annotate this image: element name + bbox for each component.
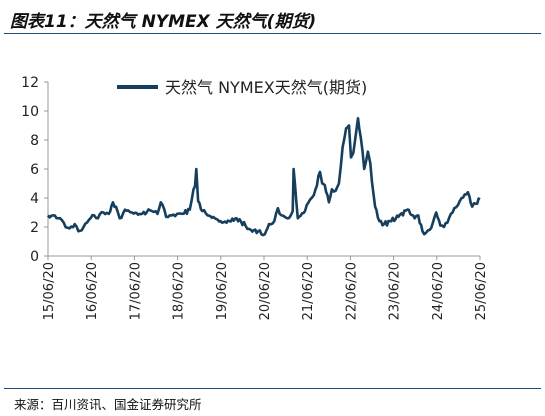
- y-tick-label: 6: [30, 162, 39, 178]
- y-tick-label: 2: [30, 220, 39, 236]
- figure-title: 图表11：天然气 NYMEX 天然气(期货): [10, 12, 317, 32]
- x-tick-label: 18/06/20: [172, 262, 187, 320]
- x-tick-label: 23/06/20: [388, 262, 403, 320]
- legend-label: 天然气 NYMEX天然气(期货): [165, 78, 367, 97]
- x-tick-label: 20/06/20: [258, 262, 273, 320]
- chart-axes: 0 2 4 6 8 10 12 15/06/20 16/06/20 17/06/20 18/06/2…: [21, 75, 489, 320]
- x-tick-label: 17/06/20: [128, 262, 143, 320]
- natural-gas-price-chart: 0 2 4 6 8 10 12 15/06/20 16/06/20 17/06/20 18/06/2…: [21, 75, 489, 320]
- series-line: [47, 117, 481, 237]
- x-tick-label: 19/06/20: [215, 262, 230, 320]
- chart-legend: 天然气 NYMEX天然气(期货): [117, 78, 367, 97]
- x-tick-label: 21/06/20: [301, 262, 316, 320]
- source-bar: 来源：百川资讯、国金证券研究所: [4, 388, 541, 415]
- y-tick-label: 12: [21, 75, 39, 91]
- chart-plot-area: [47, 117, 481, 237]
- y-tick-label: 8: [30, 133, 39, 149]
- x-tick-label: 15/06/20: [42, 262, 57, 320]
- x-tick-label: 24/06/20: [431, 262, 446, 320]
- y-tick-label: 10: [21, 104, 39, 120]
- y-tick-label: 4: [30, 191, 39, 207]
- x-tick-label: 25/06/20: [474, 262, 489, 320]
- source-note: 来源：百川资讯、国金证券研究所: [14, 397, 202, 412]
- x-tick-label: 22/06/20: [344, 262, 359, 320]
- x-tick-label: 16/06/20: [85, 262, 100, 320]
- figure-title-bar: 图表11：天然气 NYMEX 天然气(期货): [4, 3, 541, 34]
- y-tick-label: 0: [30, 249, 39, 265]
